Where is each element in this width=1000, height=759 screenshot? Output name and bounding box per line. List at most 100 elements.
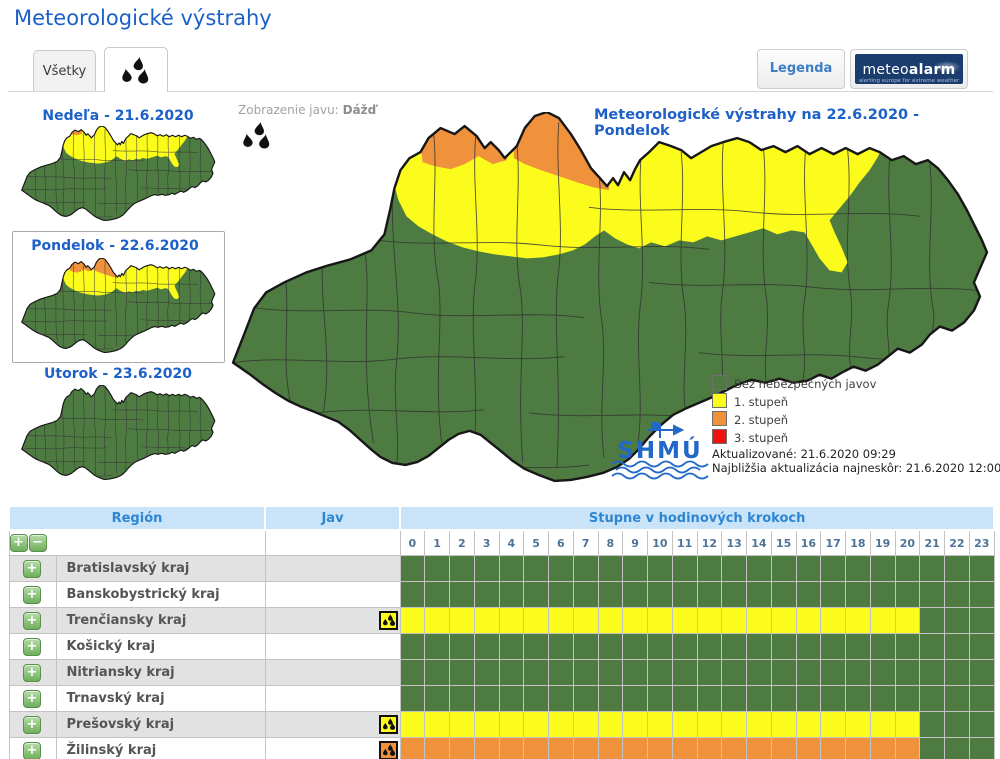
hour-cell (572, 711, 599, 738)
expand-cell: + (8, 633, 57, 660)
hour-cell (919, 711, 945, 738)
hour-cell (894, 581, 921, 608)
jav-cell (264, 659, 401, 686)
hour-cell (548, 555, 574, 582)
expand-row-button[interactable]: + (23, 715, 41, 734)
hour-cell (721, 607, 747, 634)
weather-vane-icon (648, 422, 685, 438)
hour-cell (795, 633, 822, 660)
hour-cell (746, 711, 772, 738)
hour-cell (399, 685, 426, 712)
hour-cell (770, 737, 797, 759)
meteoalarm-tagline: alerting europe for extreme weather (858, 78, 960, 84)
expand-cell: + (8, 685, 57, 712)
mini-map-sunday[interactable] (20, 126, 216, 221)
hour-cell (399, 633, 426, 660)
hour-cell (721, 659, 747, 686)
legend-swatch (712, 411, 727, 426)
jav-cell (264, 555, 401, 582)
expand-row-button[interactable]: + (23, 559, 41, 578)
expand-cell: + (8, 607, 57, 634)
expand-row-button[interactable]: + (23, 663, 41, 682)
hour-cell (399, 581, 426, 608)
day-title-sunday[interactable]: Nedeľa - 21.6.2020 (42, 108, 194, 124)
hour-cell (449, 685, 475, 712)
hour-cell (473, 685, 500, 712)
hour-label: 5 (523, 529, 549, 556)
hour-cell (696, 607, 723, 634)
hour-cell (473, 737, 500, 759)
day-title-monday[interactable]: Pondelok - 22.6.2020 (31, 238, 199, 254)
hour-cell (622, 685, 648, 712)
hour-cell (523, 633, 549, 660)
hour-cell (498, 633, 525, 660)
hour-label: 13 (721, 529, 747, 556)
expand-row-button[interactable]: + (23, 637, 41, 656)
table-row: + Prešovský kraj (8, 711, 995, 738)
expand-all-button[interactable]: + (9, 534, 28, 552)
hour-cell (622, 737, 648, 759)
slovakia-warning-map (231, 112, 989, 483)
legend-button[interactable]: Legenda (757, 49, 845, 89)
hour-cell (869, 607, 896, 634)
hour-cell (845, 711, 871, 738)
hour-cell (845, 633, 871, 660)
hour-cell (770, 607, 797, 634)
hour-cell (548, 737, 574, 759)
hour-cell (820, 685, 846, 712)
expand-row-button[interactable]: + (23, 741, 41, 759)
hour-cell (845, 737, 871, 759)
expand-row-button[interactable]: + (23, 611, 41, 630)
mini-map-tuesday[interactable] (20, 385, 216, 480)
hour-cell (473, 659, 500, 686)
mini-map-monday[interactable] (20, 258, 216, 353)
meteoalarm-button[interactable]: meteoalarm alerting europe for extreme w… (850, 49, 968, 89)
expand-cell: + (8, 581, 57, 608)
day-title-tuesday[interactable]: Utorok - 23.6.2020 (44, 366, 192, 382)
hour-cell (473, 555, 500, 582)
hour-header-row: + − 0 1 2 3 4 5 6 7 8 9 10 11 12 13 14 15 16 17 18 19 20 21 22 2… (8, 529, 995, 556)
hour-cell (647, 685, 673, 712)
tab-all-phenomena[interactable]: Všetky (33, 50, 96, 91)
hour-cell (770, 555, 797, 582)
table-header-row: Región Jav Stupne v hodinových krokoch (8, 505, 996, 531)
region-name: Trnavský kraj (55, 685, 266, 712)
hour-cell (869, 685, 896, 712)
hour-cell (671, 581, 698, 608)
hour-cell (968, 607, 995, 634)
shmu-logo-text: SHMÚ (617, 438, 703, 464)
hour-cell (424, 555, 450, 582)
hour-cell (622, 555, 648, 582)
table-row: + Nitriansky kraj (8, 659, 995, 686)
hour-cell (894, 607, 921, 634)
collapse-all-button[interactable]: − (28, 534, 47, 552)
expand-row-button[interactable]: + (23, 585, 41, 604)
expand-cell: + (8, 555, 57, 582)
hour-label: 21 (919, 529, 945, 556)
hour-cell (498, 685, 525, 712)
region-name: Nitriansky kraj (55, 659, 266, 686)
table-row: + Trnavský kraj (8, 685, 995, 712)
region-name: Banskobystrický kraj (55, 581, 266, 608)
expand-row-button[interactable]: + (23, 689, 41, 708)
hour-label: 15 (770, 529, 797, 556)
tab-rain[interactable] (104, 47, 168, 92)
hour-cell (820, 607, 846, 634)
hour-cell (869, 633, 896, 660)
column-header-region: Región (8, 505, 266, 531)
hour-cell (968, 581, 995, 608)
hour-cell (597, 633, 624, 660)
selected-day-box[interactable]: Pondelok - 22.6.2020 (12, 231, 225, 363)
hour-cell (622, 659, 648, 686)
hour-cell (473, 581, 500, 608)
hour-cell (795, 607, 822, 634)
hour-cell (498, 711, 525, 738)
hour-cell (449, 737, 475, 759)
column-header-hours: Stupne v hodinových krokoch (398, 505, 996, 531)
hour-cell (523, 607, 549, 634)
hour-cell (449, 659, 475, 686)
rain-warning-icon (378, 611, 398, 630)
hour-cell (919, 581, 945, 608)
hour-cell (424, 711, 450, 738)
jav-cell (264, 607, 401, 634)
